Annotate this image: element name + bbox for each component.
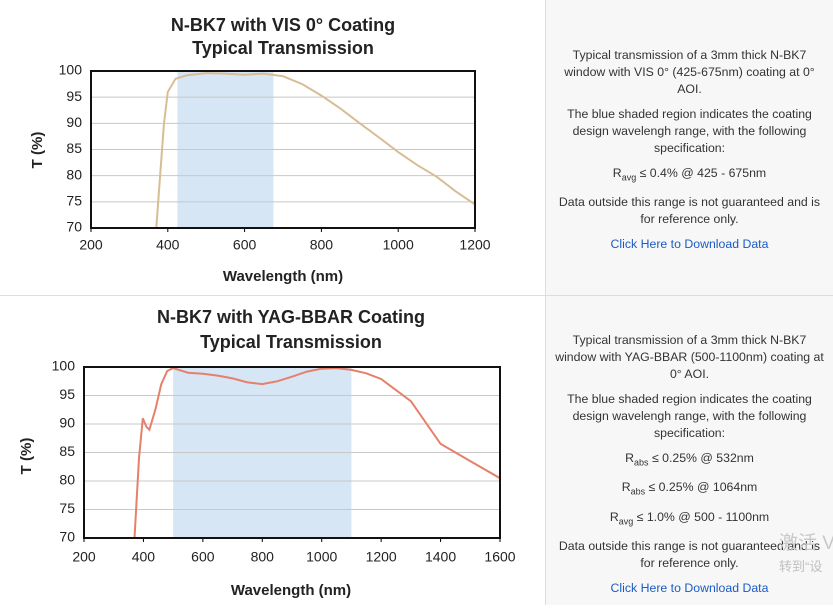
y-tick-label: 100: [59, 62, 83, 78]
y-axis-label: T (%): [29, 132, 46, 169]
y-tick-label: 90: [66, 114, 82, 130]
spec-subscript: abs: [630, 486, 646, 497]
transmission-line: [133, 367, 500, 538]
x-tick-label: 400: [132, 549, 156, 565]
x-tick-label: 1200: [459, 237, 490, 253]
x-tick-label: 200: [79, 237, 103, 253]
intro: Typical transmission of a 3mm thick N-BK…: [564, 48, 815, 96]
x-tick-label: 600: [191, 549, 215, 565]
shade-note: The blue shaded region indicates the coa…: [567, 107, 812, 155]
description-panel: Typical transmission of a 3mm thick N-BK…: [545, 296, 833, 605]
spec-symbol: R: [609, 509, 619, 524]
download-link[interactable]: Click Here to Download Data: [610, 581, 769, 596]
disclaimer: Data outside this range is not guarantee…: [558, 195, 821, 227]
chart-subtitle: Typical Transmission: [200, 332, 382, 352]
x-tick-label: 1400: [425, 549, 456, 565]
spec: Ravg ≤ 0.4% @ 425 - 675nm: [552, 165, 827, 186]
y-tick-label: 85: [59, 443, 75, 459]
spec-subscript: avg: [618, 516, 634, 527]
y-tick-label: 95: [59, 386, 75, 402]
x-axis-label: Wavelength (nm): [223, 268, 343, 285]
x-tick-label: 600: [233, 237, 257, 253]
chart: N-BK7 with YAG-BBAR Coating Typical Trans…: [18, 307, 516, 599]
watermark: 激活 V: [779, 533, 833, 554]
shade-note: The blue shaded region indicates the coa…: [567, 392, 812, 440]
spec-text: ≤ 0.25% @ 1064nm: [648, 480, 758, 495]
y-axis-label: T (%): [18, 438, 35, 475]
y-tick-label: 90: [59, 415, 75, 431]
y-tick-label: 80: [66, 166, 82, 182]
x-tick-label: 800: [251, 549, 275, 565]
x-tick-label: 800: [310, 237, 334, 253]
spec-symbol: R: [621, 480, 631, 495]
spec: Ravg ≤ 1.0% @ 500 - 1100nm: [552, 509, 827, 530]
x-tick-label: 200: [72, 549, 96, 565]
x-tick-label: 1000: [306, 549, 337, 565]
y-tick-label: 80: [59, 472, 75, 488]
spec-text: ≤ 0.4% @ 425 - 675nm: [639, 166, 767, 180]
chart-cell: N-BK7 with YAG-BBAR Coating Typical Trans…: [0, 296, 545, 605]
row: N-BK7 with YAG-BBAR Coating Typical Trans…: [0, 295, 833, 605]
spec-subscript: avg: [621, 172, 637, 183]
x-tick-label: 1600: [484, 549, 515, 565]
x-tick-label: 1200: [366, 549, 397, 565]
intro: Typical transmission of a 3mm thick N-BK…: [555, 333, 824, 381]
chart-subtitle: Typical Transmission: [192, 38, 374, 58]
x-axis-label: Wavelength (nm): [231, 582, 351, 599]
x-tick-label: 1000: [383, 237, 414, 253]
chart-title: N-BK7 with YAG-BBAR Coating: [157, 307, 425, 327]
description-panel: Typical transmission of a 3mm thick N-BK…: [545, 0, 833, 295]
y-tick-label: 100: [52, 358, 76, 374]
plot-frame: [90, 70, 476, 229]
spec-subscript: abs: [634, 457, 649, 468]
y-tick-label: 85: [66, 140, 82, 156]
spec-symbol: R: [612, 166, 622, 180]
spec-symbol: R: [625, 451, 634, 465]
y-tick-label: 95: [66, 88, 82, 104]
chart: N-BK7 with VIS 0° Coating Typical Transmi…: [29, 15, 491, 285]
spec-text: ≤ 0.25% @ 532nm: [651, 451, 754, 465]
watermark: 转到“设: [779, 559, 823, 574]
chart-cell: N-BK7 with VIS 0° Coating Typical Transmi…: [0, 0, 545, 295]
download-link[interactable]: Click Here to Download Data: [610, 237, 769, 252]
transmission-line: [155, 72, 475, 228]
spec-text: ≤ 1.0% @ 500 - 1100nm: [636, 509, 770, 524]
y-tick-label: 70: [59, 529, 75, 545]
x-tick-label: 400: [156, 237, 180, 253]
plot-frame: [83, 366, 501, 539]
y-tick-label: 75: [66, 193, 82, 209]
y-tick-label: 75: [59, 500, 75, 516]
row: N-BK7 with VIS 0° Coating Typical Transmi…: [0, 0, 833, 295]
y-tick-label: 70: [66, 219, 82, 235]
disclaimer: Data outside this range is not guarantee…: [558, 539, 821, 571]
spec: Rabs ≤ 0.25% @ 532nm: [552, 450, 827, 471]
spec: Rabs ≤ 0.25% @ 1064nm: [552, 479, 827, 500]
chart-title: N-BK7 with VIS 0° Coating: [171, 15, 395, 35]
